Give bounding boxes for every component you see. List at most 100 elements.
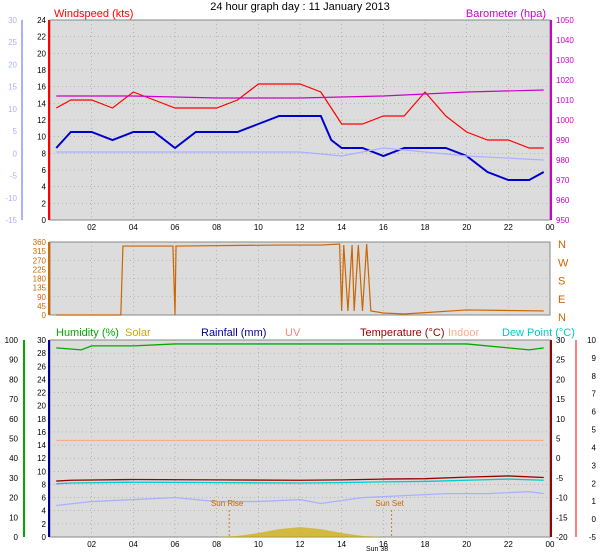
x-tick-label: 00 xyxy=(546,223,555,232)
series-temperature xyxy=(56,475,544,482)
rain-tick-label: 22 xyxy=(37,389,46,398)
sun-tick-label: Sun 38 xyxy=(366,546,388,553)
baro-tick-label: 1040 xyxy=(556,36,574,45)
wind-tick-label: 10 xyxy=(37,133,46,142)
rain-tick-label: 20 xyxy=(37,402,46,411)
temp-tick-label: -20 xyxy=(556,533,568,542)
rain-legend-label: Rainfall (mm) xyxy=(201,327,266,339)
rain-tick-label: 30 xyxy=(37,336,46,345)
solar-legend-label: Solar xyxy=(125,327,151,339)
rain-tick-label: 16 xyxy=(37,428,46,437)
indoor-legend-label: Indoor xyxy=(448,327,480,339)
temp-tick-label: 10 xyxy=(556,415,565,424)
baro-tick-label: 960 xyxy=(556,196,570,205)
far-left-tick-label: 5 xyxy=(13,127,18,136)
x-tick-label: 14 xyxy=(337,540,346,549)
rain-tick-label: 12 xyxy=(37,454,46,463)
direction-tick-label: 270 xyxy=(33,256,47,265)
x-tick-label: 02 xyxy=(87,223,96,232)
baro-tick-label: 1010 xyxy=(556,96,574,105)
wind-tick-label: 4 xyxy=(42,183,47,192)
x-tick-label: 12 xyxy=(296,223,305,232)
x-tick-label: 22 xyxy=(504,223,513,232)
humidity-legend-label: Humidity (%) xyxy=(56,327,119,339)
far-right-tick-label: 9 xyxy=(592,354,597,363)
direction-tick-label: 225 xyxy=(33,265,47,274)
rain-tick-label: 0 xyxy=(42,533,47,542)
x-tick-label: 18 xyxy=(421,540,430,549)
rain-tick-label: 10 xyxy=(37,467,46,476)
uv-legend-label: UV xyxy=(285,327,301,339)
x-tick-label: 16 xyxy=(379,223,388,232)
humidity-temp-panel xyxy=(49,339,551,538)
baro-tick-label: 980 xyxy=(556,156,570,165)
series-solar xyxy=(216,527,384,537)
rain-tick-label: 8 xyxy=(42,480,47,489)
rain-tick-label: 28 xyxy=(37,349,46,358)
direction-tick-label: 360 xyxy=(33,238,47,247)
direction-tick-label: 0 xyxy=(42,311,47,320)
x-tick-label: 22 xyxy=(504,540,513,549)
baro-tick-label: 950 xyxy=(556,216,570,225)
humidity-tick-label: 70 xyxy=(9,395,18,404)
series-extra xyxy=(56,147,544,161)
series-humidity xyxy=(56,343,544,351)
x-tick-label: 14 xyxy=(337,223,346,232)
rain-tick-label: 2 xyxy=(42,520,47,529)
wind-tick-label: 8 xyxy=(42,149,47,158)
baro-tick-label: 990 xyxy=(556,136,570,145)
temp-tick-label: 20 xyxy=(556,375,565,384)
far-left-tick-label: 30 xyxy=(8,16,17,25)
wind-tick-label: 24 xyxy=(37,16,46,25)
far-right-tick-label: 8 xyxy=(592,372,597,381)
x-tick-label: 04 xyxy=(129,540,138,549)
humidity-tick-label: 0 xyxy=(14,533,19,542)
wind-tick-label: 14 xyxy=(37,99,46,108)
humidity-tick-label: 20 xyxy=(9,494,18,503)
x-tick-label: 04 xyxy=(129,223,138,232)
x-tick-label: 08 xyxy=(212,540,221,549)
temp-tick-label: 25 xyxy=(556,356,565,365)
humidity-tick-label: 30 xyxy=(9,474,18,483)
far-right-tick-label: 5 xyxy=(592,426,597,435)
series-avg xyxy=(55,115,545,181)
humidity-tick-label: 60 xyxy=(9,415,18,424)
compass-letter: S xyxy=(558,276,565,288)
far-left-tick-label: 10 xyxy=(8,105,17,114)
x-tick-label: 10 xyxy=(254,540,263,549)
baro-axis-label: Barometer (hpa) xyxy=(466,8,546,20)
compass-letter: N xyxy=(558,239,566,251)
direction-tick-label: 315 xyxy=(33,247,47,256)
humidity-tick-label: 90 xyxy=(9,356,18,365)
humidity-tick-label: 40 xyxy=(9,454,18,463)
series-lowline xyxy=(56,491,544,507)
x-tick-label: 20 xyxy=(462,540,471,549)
far-right-tick-label: 4 xyxy=(592,443,597,452)
far-right-tick-label: 3 xyxy=(592,461,597,470)
compass-letter: N xyxy=(558,312,566,324)
x-tick-label: 08 xyxy=(212,223,221,232)
rain-tick-label: 4 xyxy=(42,507,47,516)
dew-legend-label: Dew Point (°C) xyxy=(502,327,575,339)
wind-tick-label: 12 xyxy=(37,116,46,125)
baro-tick-label: 1020 xyxy=(556,76,574,85)
far-left-tick-label: -10 xyxy=(5,194,17,203)
sunset-label: Sun Set xyxy=(375,499,404,508)
baro-tick-label: 970 xyxy=(556,176,570,185)
x-tick-label: 16 xyxy=(379,540,388,549)
temp-tick-label: 15 xyxy=(556,395,565,404)
x-tick-label: 00 xyxy=(546,540,555,549)
wind-tick-label: 18 xyxy=(37,66,46,75)
far-right-tick-label: 7 xyxy=(592,390,597,399)
page-title: 24 hour graph day : 11 January 2013 xyxy=(210,1,390,13)
temp-tick-label: 0 xyxy=(556,454,561,463)
temp-tick-label: -10 xyxy=(556,494,568,503)
x-tick-label: 06 xyxy=(171,540,180,549)
rain-tick-label: 14 xyxy=(37,441,46,450)
rain-tick-label: 26 xyxy=(37,362,46,371)
compass-letter: E xyxy=(558,294,565,306)
direction-tick-label: 90 xyxy=(37,293,46,302)
x-tick-label: 20 xyxy=(462,223,471,232)
x-tick-label: 18 xyxy=(421,223,430,232)
direction-tick-label: 135 xyxy=(33,284,47,293)
